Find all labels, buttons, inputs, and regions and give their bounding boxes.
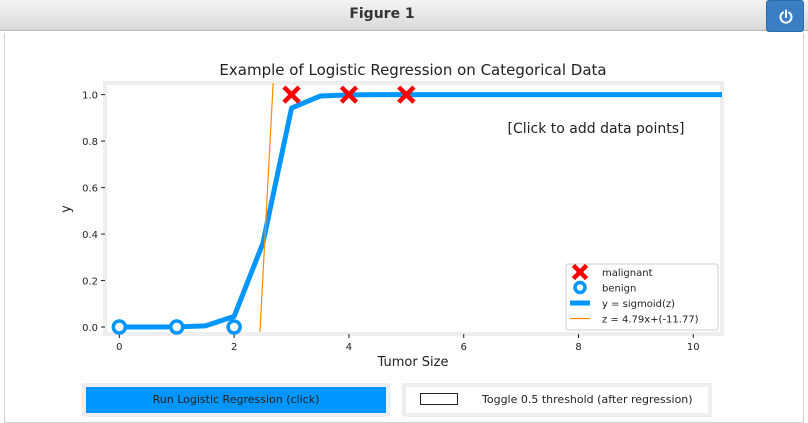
- linear-z-line: [259, 82, 274, 332]
- x-axis-label: Tumor Size: [377, 355, 449, 370]
- malignant-marker: [397, 85, 416, 104]
- window-title: Figure 1: [349, 6, 415, 22]
- x-tick-label: 0: [116, 342, 122, 353]
- y-tick-label: 0.4: [82, 230, 98, 241]
- legend-entry-label: z = 4.79x+(-11.77): [602, 315, 699, 326]
- legend-box: [565, 263, 719, 331]
- y-tick-label: 0.8: [82, 137, 98, 148]
- legend-entry-label: malignant: [602, 268, 653, 279]
- x-tick-label: 6: [461, 342, 467, 353]
- sigmoid-line: [119, 92, 722, 330]
- x-ticks: 0 2 4 6 8 10: [116, 334, 700, 353]
- toggle-checkbox[interactable]: [420, 393, 458, 405]
- benign-marker: [226, 319, 242, 335]
- y-tick-label: 0.0: [82, 323, 98, 334]
- malignant-marker: [282, 85, 301, 104]
- x-tick-label: 8: [575, 342, 581, 353]
- malignant-marker: [571, 263, 589, 281]
- x-tick-label: 2: [231, 342, 237, 353]
- chart-title: Example of Logistic Regression on Catego…: [219, 61, 606, 79]
- window-titlebar: Figure 1: [0, 0, 808, 32]
- run-regression-button[interactable]: Run Logistic Regression (click): [82, 383, 390, 417]
- legend-entry-label: benign: [602, 284, 636, 295]
- benign-marker: [168, 319, 185, 335]
- x-tick-label: 4: [346, 342, 352, 353]
- y-tick-label: 0.2: [82, 277, 98, 288]
- power-icon: [779, 9, 793, 24]
- benign-marker: [111, 319, 128, 335]
- series-layer: [111, 82, 722, 335]
- y-ticks: 0.0 0.2 0.4 0.6 0.8 1.0: [82, 91, 105, 334]
- malignant-marker: [339, 85, 359, 104]
- y-tick-label: 0.6: [82, 184, 98, 195]
- threshold-toggle[interactable]: Toggle 0.5 threshold (after regression): [402, 383, 712, 417]
- y-tick-label: 1.0: [82, 91, 98, 102]
- legend: malignant benign y = sigmoid(z) z = 4.79x+(…: [565, 263, 719, 331]
- x-tick-label: 10: [687, 342, 700, 353]
- legend-entry-label: y = sigmoid(z): [602, 299, 675, 310]
- toggle-label: Toggle 0.5 threshold (after regression): [482, 393, 693, 406]
- benign-marker: [573, 280, 587, 295]
- y-axis-label: y: [59, 205, 74, 213]
- power-button[interactable]: [766, 0, 804, 32]
- plot-canvas[interactable]: Example of Logistic Regression on Catego…: [0, 0, 808, 382]
- click-annotation: [Click to add data points]: [507, 121, 684, 137]
